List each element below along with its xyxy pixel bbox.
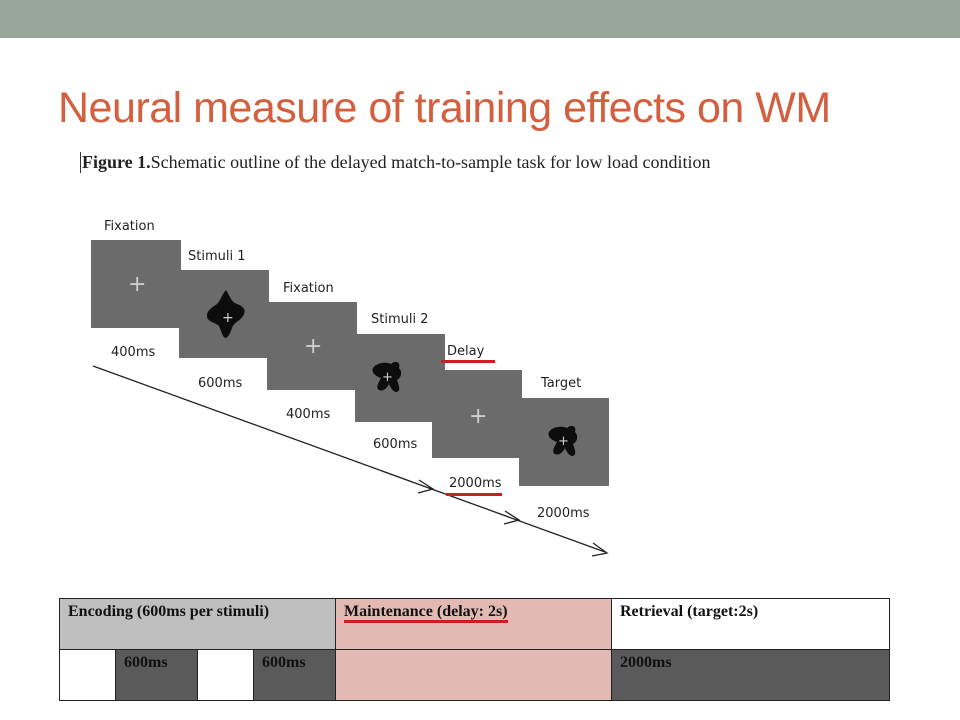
duration-target: 2000ms [537, 506, 590, 521]
phase-table-duration-row: 600ms 600ms 2000ms [59, 649, 890, 701]
screen-label-stimuli-1: Stimuli 1 [188, 249, 246, 264]
screen-label-stimuli-2: Stimuli 2 [371, 312, 429, 327]
fixation-cross-icon: + [304, 334, 323, 359]
encoding-gap-cell-1 [59, 649, 116, 701]
encoding-header: Encoding (600ms per stimuli) [68, 603, 270, 620]
duration-fixation-1: 400ms [111, 345, 156, 360]
screen-stimuli-1: + [179, 270, 269, 358]
encoding-duration-cell-1: 600ms [115, 649, 198, 701]
svg-text:+: + [558, 434, 569, 449]
phase-table-header-row: Encoding (600ms per stimuli) Maintenance… [59, 598, 890, 650]
fixation-cross-icon: + [128, 272, 147, 297]
maintenance-header-cell: Maintenance (delay: 2s) [335, 598, 612, 650]
screen-fixation-2: + [267, 302, 357, 390]
delay-duration-highlight-underline [446, 493, 502, 496]
figure-caption-text: Schematic outline of the delayed match-t… [150, 152, 711, 172]
slide-title: Neural measure of training effects on WM [58, 84, 831, 132]
stimulus-shape-2-icon: + [372, 361, 402, 392]
figure-caption-label: Figure 1. [82, 152, 151, 172]
screen-stimuli-2: + [355, 334, 445, 422]
maintenance-duration-cell [335, 649, 612, 701]
retrieval-header: Retrieval (target:2s) [620, 603, 759, 620]
screen-delay: + [432, 370, 522, 458]
duration-fixation-2: 400ms [286, 407, 331, 422]
stimulus-shape-1-icon: + [207, 290, 245, 338]
maintenance-header: Maintenance (delay: 2s) [344, 603, 508, 623]
target-shape-icon: + [548, 425, 578, 456]
duration-stimuli-2: 600ms [373, 437, 418, 452]
screen-target: + [519, 398, 609, 486]
top-accent-bar [0, 0, 960, 38]
duration-delay: 2000ms [449, 476, 502, 491]
figure-caption: Figure 1.Schematic outline of the delaye… [80, 152, 711, 173]
duration-stimuli-1: 600ms [198, 376, 243, 391]
encoding-header-cell: Encoding (600ms per stimuli) [59, 598, 336, 650]
screen-label-delay: Delay [447, 344, 485, 359]
screen-label-fixation-2: Fixation [283, 281, 334, 296]
encoding-gap-cell-2 [197, 649, 254, 701]
phase-table: Encoding (600ms per stimuli) Maintenance… [59, 598, 890, 701]
encoding-duration-cell-2: 600ms [253, 649, 336, 701]
retrieval-duration-cell: 2000ms [611, 649, 890, 701]
svg-text:+: + [222, 310, 234, 326]
screen-label-fixation-1: Fixation [104, 219, 155, 234]
fixation-cross-icon: + [469, 404, 488, 429]
screen-fixation-1: + [91, 240, 181, 328]
delay-highlight-underline [441, 360, 495, 363]
svg-text:+: + [382, 370, 393, 385]
retrieval-header-cell: Retrieval (target:2s) [611, 598, 890, 650]
screen-label-target: Target [541, 376, 582, 391]
